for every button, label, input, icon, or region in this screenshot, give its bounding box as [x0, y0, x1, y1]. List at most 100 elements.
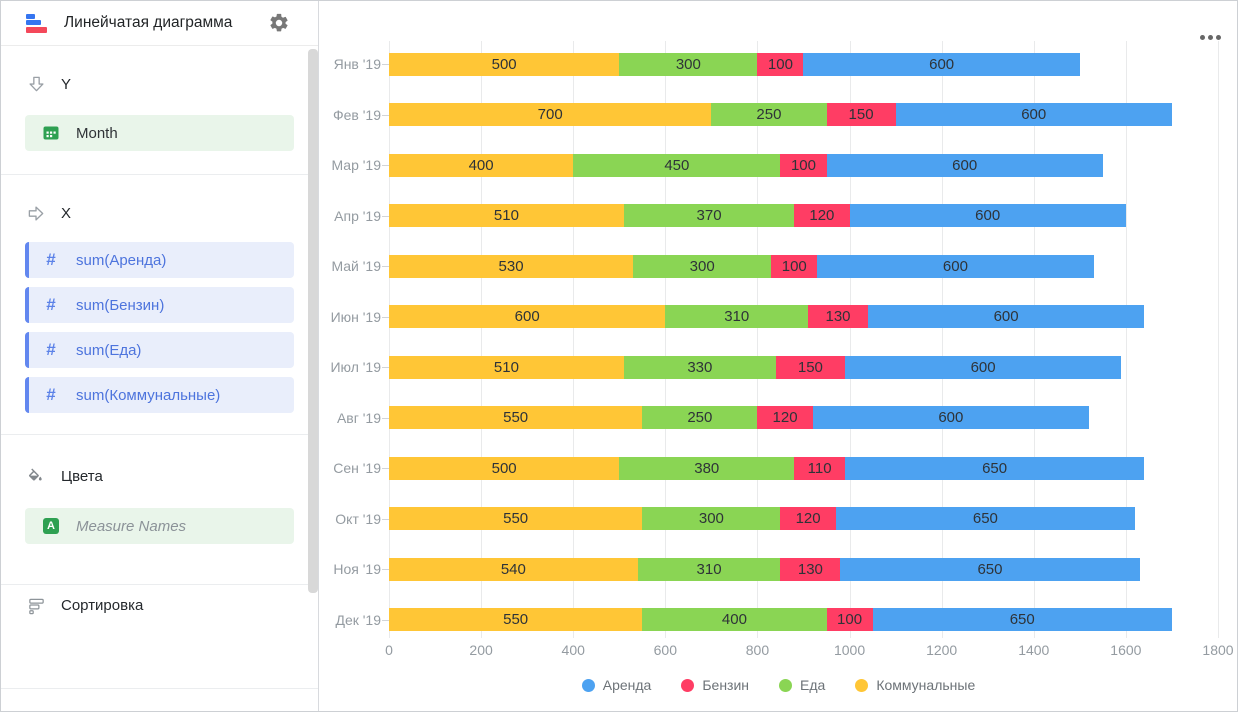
x-axis-tick-label: 600	[653, 642, 678, 658]
bar-segment[interactable]: 600	[895, 103, 1172, 127]
bar-segment[interactable]: 540	[389, 557, 638, 581]
bar-segment[interactable]: 600	[389, 305, 666, 329]
bar-segment[interactable]: 600	[867, 305, 1145, 329]
sort-icon	[26, 595, 46, 615]
bar-segment[interactable]: 300	[619, 52, 758, 76]
bar-segment[interactable]: 100	[757, 52, 804, 76]
sidebar-scrollbar[interactable]	[308, 49, 318, 593]
bar-row: 550 300 120 650	[389, 507, 1136, 531]
bar-segment[interactable]: 100	[771, 254, 818, 278]
divider	[1, 434, 318, 435]
bar-segment[interactable]: 700	[389, 103, 712, 127]
bar-segment[interactable]: 310	[637, 557, 781, 581]
y-axis-label: Янв '19	[333, 56, 381, 72]
bar-segment[interactable]: 650	[844, 456, 1145, 480]
y-axis-label: Ноя '19	[333, 561, 381, 578]
field-label: sum(Бензин)	[76, 296, 165, 314]
x-axis-tick-label: 400	[561, 642, 585, 658]
x-axis-tick-label: 0	[385, 642, 393, 658]
bar-segment[interactable]: 120	[757, 406, 813, 430]
bar-segment[interactable]: 380	[619, 456, 795, 480]
x-axis-labels: 0 200 400 600 800 1000 1200 1400 1600 1800	[385, 642, 1233, 658]
arrow-right-icon	[26, 203, 46, 223]
bar-segment[interactable]: 650	[840, 557, 1140, 581]
field-label: sum(Аренда)	[76, 251, 167, 269]
bar-chart-logo-icon	[26, 13, 48, 33]
bar-segment[interactable]: 500	[389, 456, 620, 480]
bar-segment[interactable]: 550	[389, 406, 643, 430]
legend-item[interactable]: Аренда	[581, 677, 651, 693]
legend-item[interactable]: Еда	[779, 677, 825, 693]
section-sort-label: Сортировка	[61, 596, 144, 614]
bar-segment[interactable]: 330	[623, 355, 776, 379]
bar-segment[interactable]: 120	[794, 204, 850, 228]
ellipsis-menu-icon[interactable]	[1197, 32, 1224, 43]
legend-dot-icon	[855, 678, 869, 692]
bar-row: 600 310 130 600	[389, 305, 1145, 329]
legend-label: Бензин	[702, 677, 750, 693]
bar-segment[interactable]: 600	[817, 254, 1094, 278]
field-month[interactable]: Month	[25, 115, 294, 151]
number-icon: #	[46, 340, 56, 359]
bar-segment[interactable]: 150	[775, 355, 845, 379]
bar-segment[interactable]: 600	[812, 406, 1089, 430]
bar-row: 530 300 100 600	[389, 254, 1094, 278]
legend-item[interactable]: Бензин	[681, 677, 749, 693]
legend-item[interactable]: Коммунальные	[855, 677, 975, 693]
bar-segment[interactable]: 600	[844, 355, 1122, 379]
field-sum-benzin[interactable]: # sum(Бензин)	[25, 287, 294, 323]
bar-segment[interactable]: 600	[849, 204, 1126, 228]
bar-segment[interactable]: 300	[633, 254, 772, 278]
bar-segment[interactable]: 650	[835, 507, 1136, 531]
bar-segment[interactable]: 400	[642, 608, 827, 632]
number-icon: #	[46, 250, 56, 269]
bar-segment[interactable]: 130	[780, 557, 841, 581]
gear-icon[interactable]	[268, 12, 290, 34]
gridline	[941, 41, 943, 638]
gridline	[1033, 41, 1035, 638]
bar-segment[interactable]: 120	[780, 507, 836, 531]
gridline	[481, 41, 483, 638]
bar-segment[interactable]: 450	[573, 153, 781, 177]
field-accent-stripe	[25, 287, 29, 323]
bar-segment[interactable]: 550	[389, 608, 643, 632]
bar-segment[interactable]: 110	[794, 456, 845, 480]
y-axis-label: Окт '19	[335, 510, 381, 527]
field-measure-names[interactable]: A Measure Names	[25, 508, 294, 544]
bar-row: 550 400 100 650	[389, 608, 1172, 632]
chart-type-title: Линейчатая диаграмма	[64, 14, 233, 31]
field-accent-stripe	[25, 332, 29, 368]
field-label: Month	[76, 124, 118, 142]
y-axis-tick	[382, 114, 389, 116]
bar-row: 540 310 130 650	[389, 557, 1140, 581]
bar-segment[interactable]: 250	[642, 406, 758, 430]
bar-segment[interactable]: 510	[389, 355, 624, 379]
legend-dot-icon	[779, 678, 793, 692]
bar-segment[interactable]: 130	[808, 305, 868, 329]
bar-segment[interactable]: 510	[389, 204, 624, 228]
field-sum-eda[interactable]: # sum(Еда)	[25, 332, 294, 368]
bar-segment[interactable]: 100	[826, 608, 873, 632]
bar-segment[interactable]: 400	[389, 153, 574, 177]
bar-segment[interactable]: 650	[872, 608, 1172, 632]
x-axis-tick-label: 1200	[926, 642, 958, 658]
field-sum-kommunalnye[interactable]: # sum(Коммунальные)	[25, 377, 294, 413]
bar-segment[interactable]: 250	[711, 103, 827, 127]
section-x-header: X	[26, 200, 318, 226]
bar-segment[interactable]: 500	[389, 52, 620, 76]
field-label: sum(Еда)	[76, 341, 142, 359]
bar-segment[interactable]: 530	[389, 254, 634, 278]
bar-segment[interactable]: 150	[826, 103, 896, 127]
y-axis-label: Июн '19	[330, 308, 381, 325]
bar-segment[interactable]: 300	[642, 507, 781, 531]
gridline	[757, 41, 759, 638]
bar-segment[interactable]: 550	[389, 507, 643, 531]
bar-segment[interactable]: 310	[665, 305, 809, 329]
bar-segment[interactable]: 600	[803, 52, 1080, 76]
bar-segment[interactable]: 100	[780, 153, 827, 177]
legend-label: Коммунальные	[876, 677, 976, 693]
bar-segment[interactable]: 600	[826, 153, 1103, 177]
field-sum-arenda[interactable]: # sum(Аренда)	[25, 242, 294, 278]
bar-segment[interactable]: 370	[623, 204, 795, 228]
